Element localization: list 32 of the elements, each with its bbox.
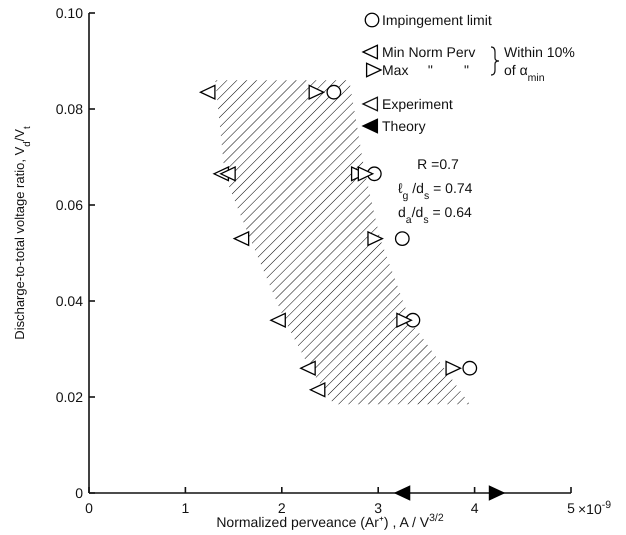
point — [310, 382, 326, 398]
x-tick-label: 4 — [470, 500, 479, 516]
point — [300, 360, 316, 376]
point — [326, 84, 342, 100]
annotation: Experiment — [382, 96, 453, 112]
x-tick-label: 5 — [567, 500, 576, 516]
annotation: Within 10% of α$_{min}$ — [504, 44, 575, 84]
y-tick-label: 0.10 — [56, 4, 84, 21]
point — [220, 166, 236, 182]
legend-label: Min Norm Perv — [382, 44, 476, 60]
legend-label: Impingement limit — [382, 12, 492, 28]
annotation: ℓ$_{g}$ /d$_{s}$ = 0.74 — [398, 180, 473, 202]
annotation: R =0.7 — [417, 156, 460, 172]
point — [396, 312, 412, 328]
x-tick-label: 1 — [182, 500, 190, 516]
point — [462, 360, 478, 376]
text: ×10$^{-9}$ — [578, 498, 612, 517]
point — [200, 84, 216, 100]
point — [488, 486, 504, 500]
y-tick-label: 0 — [75, 484, 84, 501]
x-tick-label: 0 — [85, 500, 94, 516]
y-tick-label: 0.08 — [56, 100, 84, 117]
legend-label: Theory — [382, 118, 426, 134]
point — [270, 312, 286, 328]
y-tick-label: 0.02 — [56, 388, 84, 405]
point — [445, 360, 462, 376]
point — [394, 231, 410, 246]
legend-label: Max " " — [382, 62, 469, 78]
y-tick-label: 0.04 — [56, 292, 84, 309]
y-tick-label: 0.06 — [56, 196, 84, 213]
point — [234, 231, 250, 246]
annotation: d$_{a}$/d$_{s}$ = 0.64 — [398, 204, 472, 226]
